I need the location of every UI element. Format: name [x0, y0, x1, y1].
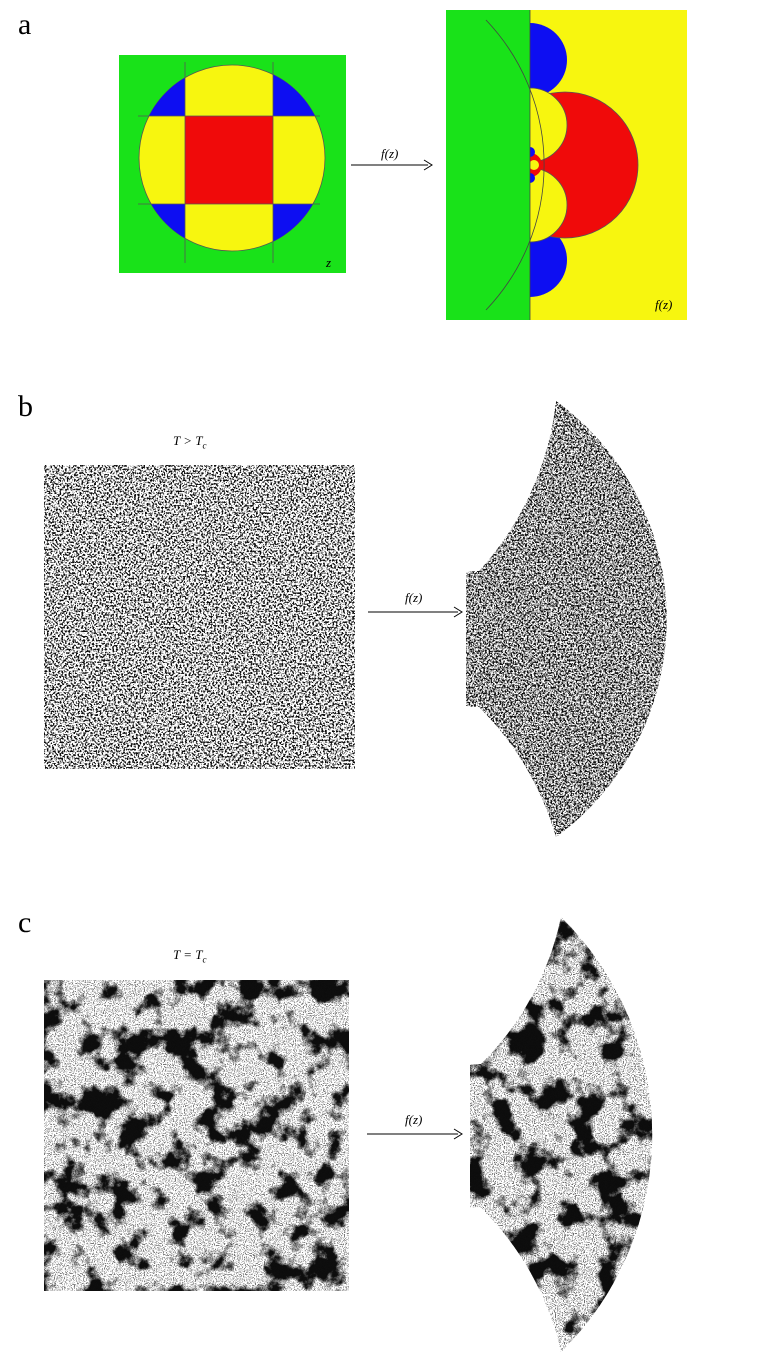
z-plane-diagram: [119, 55, 346, 273]
mapped-lattice-c: [470, 917, 653, 1352]
arrow-label-a: f(z): [381, 146, 399, 161]
fz-plane-diagram: [446, 10, 687, 320]
ising-lattice-c: [44, 980, 349, 1291]
title-b: T > Tc: [173, 433, 207, 451]
fz-plane-label: f(z): [655, 297, 673, 312]
left-halfplane: [446, 10, 530, 320]
center-square: [185, 116, 273, 204]
arrow-c: [367, 1128, 463, 1140]
arrow-a: [351, 159, 433, 171]
panel-label-b: b: [18, 390, 33, 423]
arrow-label-b: f(z): [405, 590, 423, 605]
ising-lattice-b: [44, 465, 355, 769]
arrow-label-c: f(z): [405, 1112, 423, 1127]
panel-label-c: c: [18, 906, 32, 939]
mapped-lattice-b: [466, 401, 667, 837]
arrow-b: [368, 606, 463, 618]
z-plane-label: z: [326, 255, 332, 270]
title-c: T = Tc: [173, 947, 207, 965]
panel-label-a: a: [18, 8, 32, 41]
